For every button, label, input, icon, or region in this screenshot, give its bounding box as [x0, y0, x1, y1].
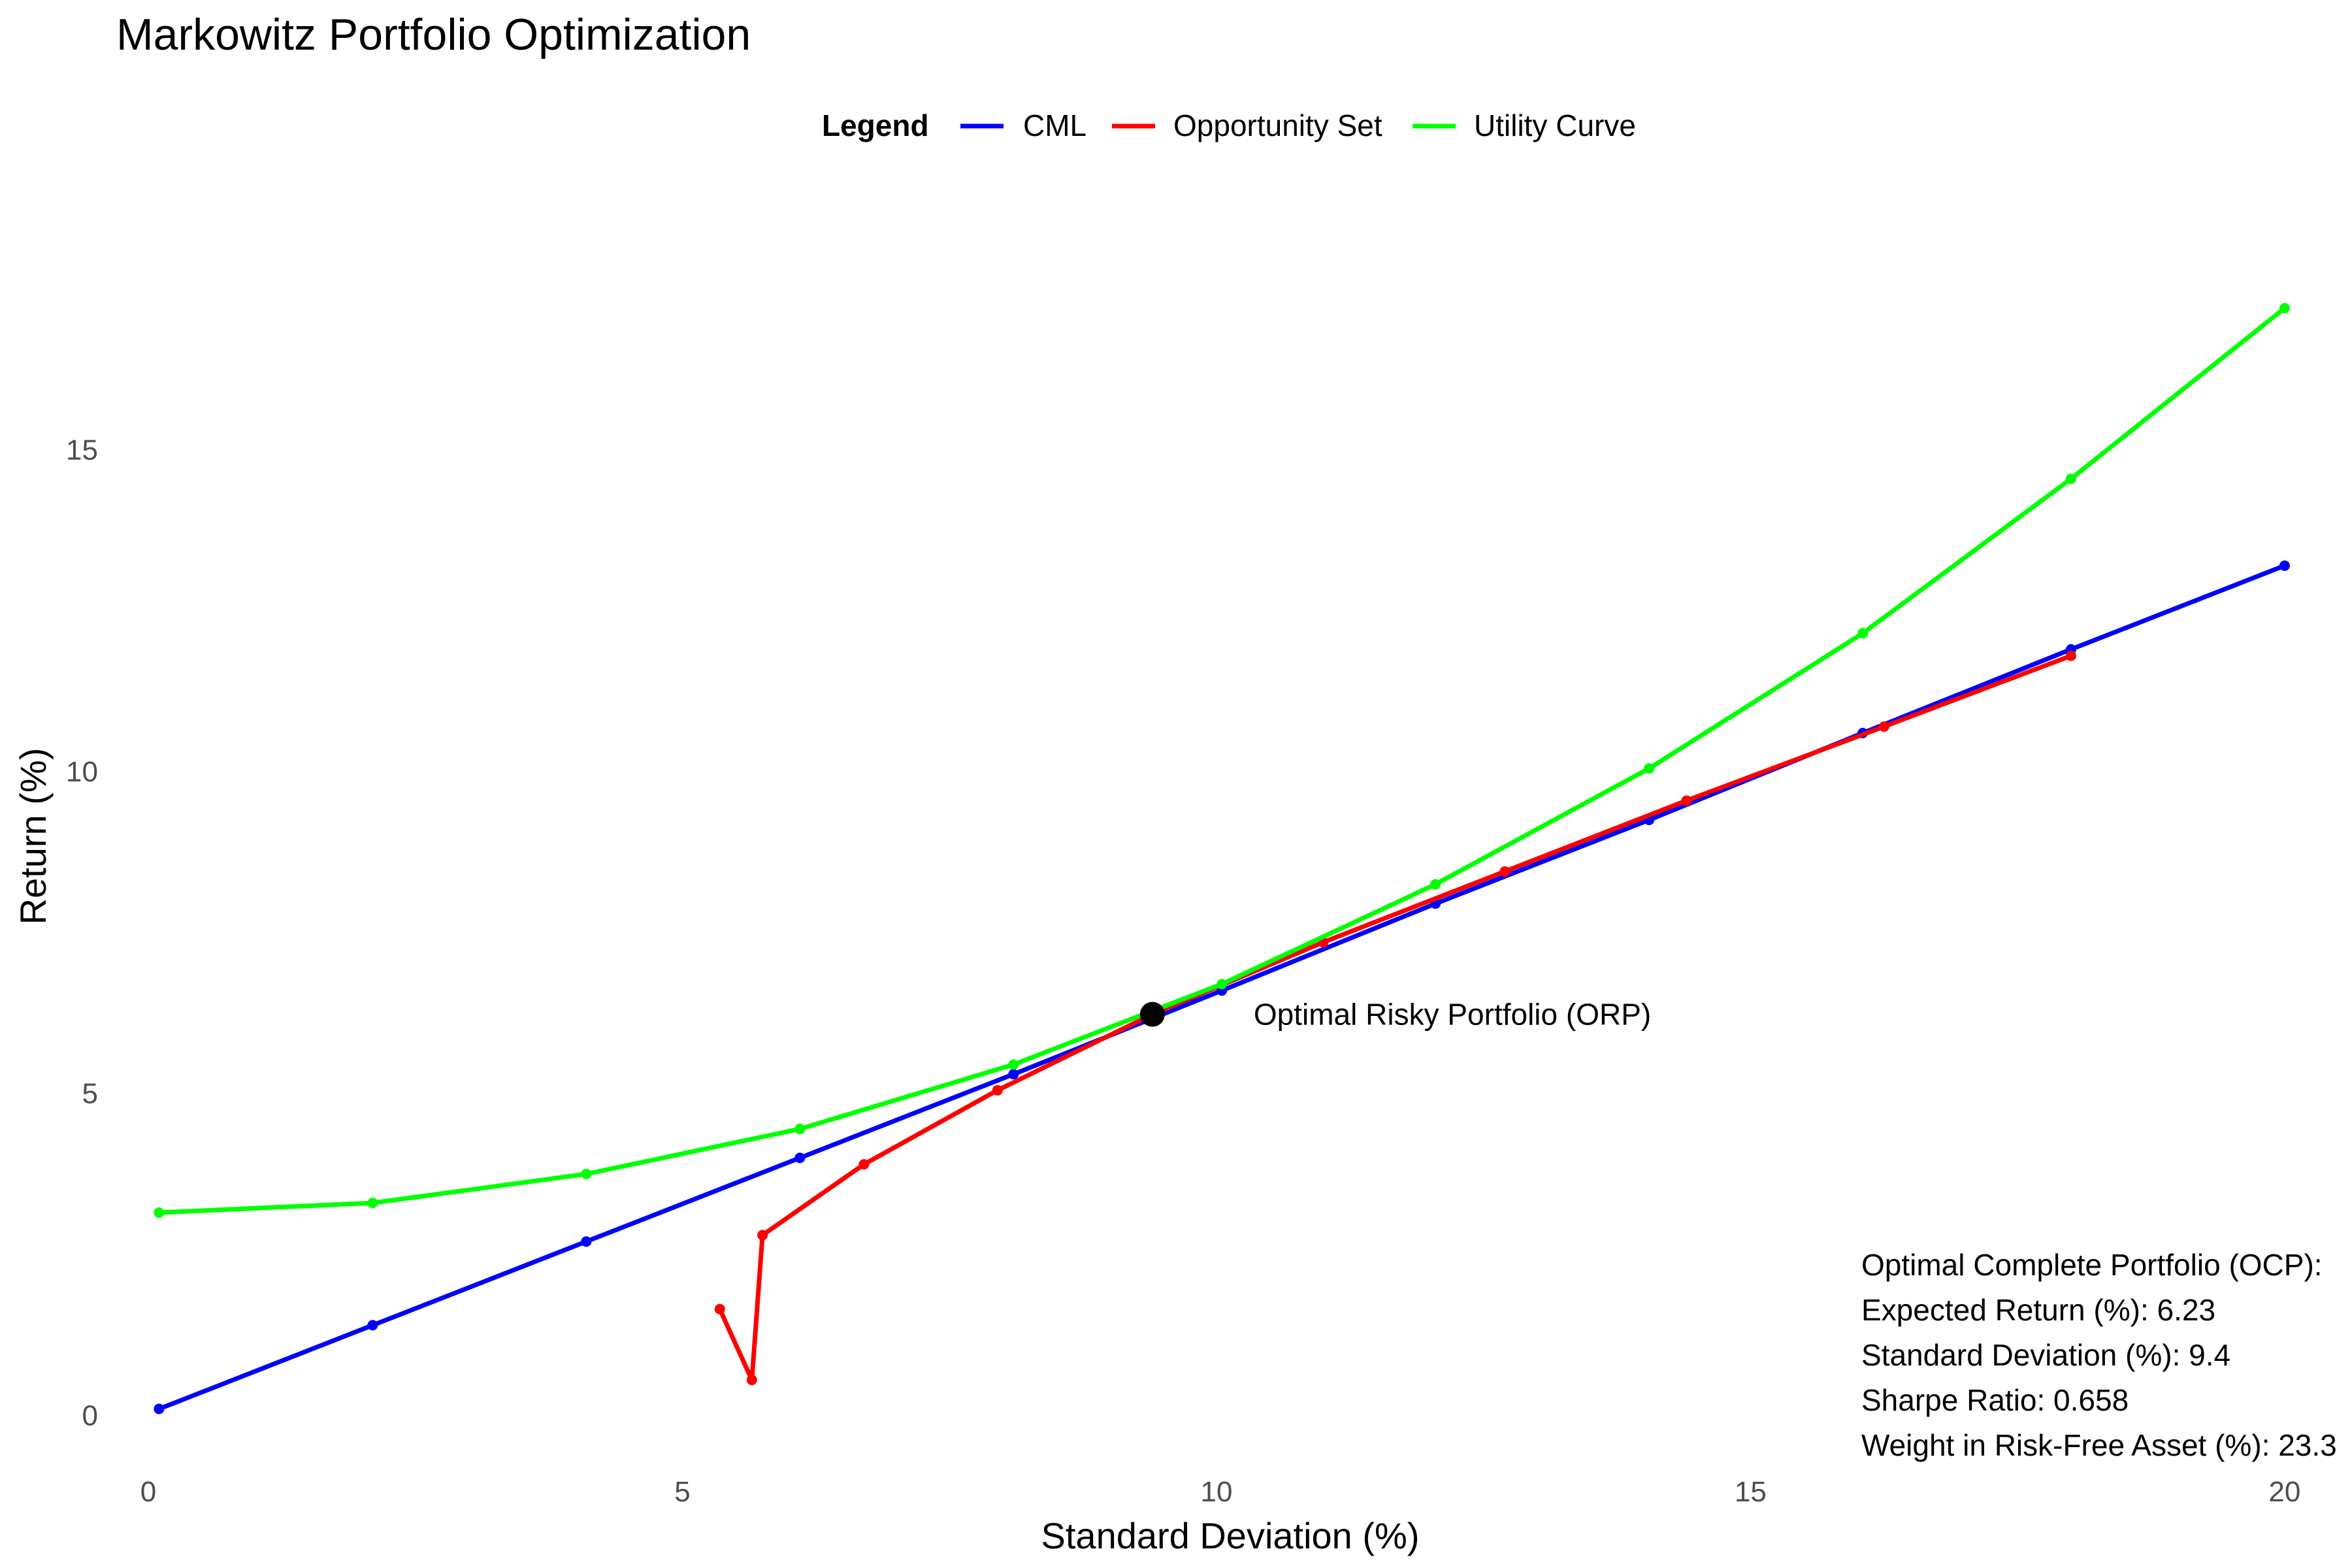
orp-label: Optimal Risky Portfolio (ORP): [1254, 998, 1651, 1032]
cml-point: [794, 1152, 806, 1164]
utility-curve-point: [794, 1123, 806, 1134]
y-tick-label: 15: [66, 434, 98, 466]
orp-marker: [1139, 1002, 1165, 1027]
utility-curve-point: [367, 1198, 378, 1209]
cml-point: [2279, 560, 2290, 571]
ocp-sharpe-ratio: Sharpe Ratio: 0.658: [1861, 1383, 2129, 1417]
cml-point: [581, 1236, 592, 1247]
ocp-risk-free-weight: Weight in Risk-Free Asset (%): 23.3: [1861, 1428, 2337, 1462]
cml-point: [154, 1403, 165, 1414]
utility-curve-point: [1430, 879, 1441, 890]
y-axis-title: Return (%): [12, 748, 54, 925]
y-tick-label: 5: [82, 1078, 98, 1110]
ocp-standard-deviation: Standard Deviation (%): 9.4: [1861, 1338, 2230, 1372]
x-tick-label: 15: [1735, 1476, 1767, 1508]
cml-point: [1008, 1069, 1019, 1080]
utility-curve-point: [1857, 628, 1869, 639]
x-tick-label: 5: [674, 1476, 690, 1508]
utility-curve-point: [1217, 979, 1228, 990]
x-axis-ticks: 0 5 10 15 20: [140, 1476, 2301, 1508]
y-tick-label: 0: [82, 1399, 98, 1431]
utility-curve-point: [2279, 302, 2290, 314]
legend-title: Legend: [822, 108, 929, 142]
opportunity-set-point: [858, 1159, 870, 1170]
utility-curve-point: [2065, 473, 2076, 484]
optimal-portfolio-layer: Optimal Risky Portfolio (ORP): [1139, 998, 1651, 1032]
ocp-expected-return: Expected Return (%): 6.23: [1861, 1293, 2215, 1327]
opportunity-set-point: [1681, 795, 1692, 806]
x-tick-label: 20: [2268, 1476, 2300, 1508]
y-axis-ticks: 0 5 10 15: [66, 434, 98, 1431]
legend-label-cml: CML: [1023, 108, 1086, 142]
opportunity-set-point: [2065, 650, 2076, 661]
utility-curve-line: [156, 306, 2287, 1215]
utility-curve-point: [581, 1168, 592, 1179]
x-tick-label: 0: [140, 1476, 156, 1508]
legend: Legend CML Opportunity Set Utility Curve: [822, 108, 1636, 142]
x-tick-label: 10: [1200, 1476, 1232, 1508]
legend-label-opportunity-set: Opportunity Set: [1173, 108, 1382, 142]
legend-label-utility-curve: Utility Curve: [1474, 108, 1636, 142]
opportunity-set-point: [757, 1230, 768, 1241]
utility-curve-point: [1644, 763, 1655, 774]
opportunity-set-point: [746, 1375, 757, 1386]
y-tick-label: 10: [66, 756, 98, 788]
series-utility-curve: [154, 302, 2290, 1218]
opportunity-set-point: [1499, 866, 1511, 877]
ocp-info-heading: Optimal Complete Portfolio (OCP):: [1861, 1248, 2323, 1282]
utility-curve-point: [1008, 1059, 1019, 1070]
opportunity-set-point: [992, 1085, 1003, 1096]
utility-curve-point: [154, 1207, 165, 1218]
cml-point: [367, 1320, 378, 1331]
opportunity-set-point: [714, 1303, 725, 1315]
chart-title: Markowitz Portfolio Optimization: [116, 10, 751, 59]
x-axis-title: Standard Deviation (%): [1041, 1515, 1420, 1556]
opportunity-set-point: [1878, 721, 1889, 732]
ocp-info-box: Optimal Complete Portfolio (OCP): Expect…: [1861, 1248, 2337, 1462]
